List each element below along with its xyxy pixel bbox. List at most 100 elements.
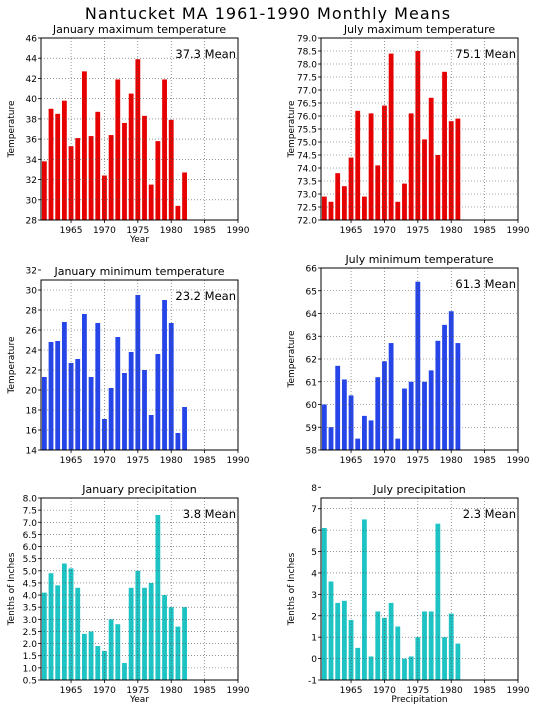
ytick-label: 0 xyxy=(311,655,317,665)
bar-1967 xyxy=(362,415,367,451)
bar-1964 xyxy=(341,186,347,220)
plot-frame xyxy=(40,279,239,451)
xtick-label: 1965 xyxy=(60,686,83,696)
bar-1972 xyxy=(395,201,401,220)
bar-1976 xyxy=(422,381,427,450)
bar-1976 xyxy=(142,115,147,220)
xtick-label: 1965 xyxy=(60,456,83,466)
bar-1964 xyxy=(61,100,67,220)
xtick-label: 1990 xyxy=(227,456,250,466)
ytick-label: 79.0 xyxy=(297,35,317,45)
ytick-label: 30 xyxy=(26,287,38,297)
bar-1973 xyxy=(122,373,127,450)
bar-1978 xyxy=(155,141,161,220)
bar-1976 xyxy=(422,139,427,220)
ylabel: Temperature xyxy=(7,100,17,158)
bar-1974 xyxy=(408,656,414,680)
bar-1971 xyxy=(108,619,114,680)
bar-1977 xyxy=(428,97,434,220)
xtick-label: 1990 xyxy=(507,456,530,466)
bar-1973 xyxy=(402,388,407,450)
bar-1972 xyxy=(115,624,121,680)
bar-1968 xyxy=(88,377,94,450)
plot-frame xyxy=(40,497,239,681)
bar-1966 xyxy=(75,587,81,680)
ytick-label: 5.5 xyxy=(23,555,37,565)
bar-1961 xyxy=(321,527,327,680)
bar-1969 xyxy=(375,165,381,220)
bar-1977 xyxy=(428,370,434,451)
bar-1975 xyxy=(415,281,421,450)
ytick-label: 60 xyxy=(306,401,318,411)
bar-1981 xyxy=(455,643,461,680)
xtick-label: 1980 xyxy=(160,456,183,466)
bar-1979 xyxy=(162,300,167,450)
ytick-label: 78.0 xyxy=(297,61,317,71)
bar-1975 xyxy=(135,295,141,450)
ytick-label: 75.0 xyxy=(297,139,317,149)
bar-1970 xyxy=(382,105,387,220)
chart-1: 28 30 32 34 36 38 40 42 44 46 1965 1970 1975 1980 1985… xyxy=(7,23,250,245)
ytick-label: 74.0 xyxy=(297,165,317,175)
ytick-label: 4 xyxy=(311,569,317,579)
ytick-label: 6.5 xyxy=(23,531,37,541)
ytick-label: 72.5 xyxy=(297,204,317,214)
bar-1974 xyxy=(408,381,414,450)
xtick-label: 1970 xyxy=(93,456,116,466)
bar-1974 xyxy=(128,93,134,220)
ytick-label: 6.0 xyxy=(23,543,38,553)
bar-1979 xyxy=(442,324,447,451)
bar-1962 xyxy=(48,573,54,680)
ytick-label: 64 xyxy=(306,310,318,320)
bar-1966 xyxy=(75,138,81,220)
ytick-label: 73.0 xyxy=(297,191,317,201)
bar-1977 xyxy=(428,611,434,680)
ytick-label: 20 xyxy=(26,387,38,397)
ytick-label: -1 xyxy=(308,677,317,687)
xtick-label: 1985 xyxy=(193,456,216,466)
mean-label: 75.1 Mean xyxy=(455,47,516,61)
ytick-label: 32 xyxy=(26,176,37,186)
chart-5: 0.5 1.0 1.5 2.0 2.5 3.0 3.5 4.0 4.5 5.0 5.5 6.0 6.5 7… xyxy=(7,483,250,705)
ytick-label: 76.5 xyxy=(297,100,317,110)
xtick-label: 1985 xyxy=(193,226,216,236)
chart-title: July minimum temperature xyxy=(344,253,493,266)
ytick-label: 65 xyxy=(306,287,317,297)
bar-1971 xyxy=(388,53,394,220)
xtick-label: 1965 xyxy=(340,226,363,236)
chart-4: 58 59 60 61 62 63 64 65 66 1965 1970 1975 1980 1985 19… xyxy=(287,253,530,466)
ytick-label: 58 xyxy=(306,447,318,457)
bar-1978 xyxy=(155,354,161,450)
bar-1969 xyxy=(375,377,381,450)
bar-1967 xyxy=(82,314,87,450)
chart-3: 14 16 18 20 22 24 26 28 30 32 1965 1970 1975 1980 1985… xyxy=(7,265,250,466)
bar-1981 xyxy=(175,433,181,450)
ylabel: Temperature xyxy=(287,330,297,388)
ytick-label: 36 xyxy=(26,136,38,146)
xlabel: Year xyxy=(129,695,149,705)
bar-1971 xyxy=(108,135,114,220)
plot-frame xyxy=(320,267,519,451)
bar-1963 xyxy=(55,113,61,220)
bar-1972 xyxy=(395,438,401,451)
xtick-label: 1980 xyxy=(440,226,463,236)
xtick-label: 1965 xyxy=(60,226,83,236)
ytick-label: 16 xyxy=(26,427,38,437)
chart-6: -1 0 1 2 3 4 5 6 7 8 1965 1970 1975 1980 1985 1990 July … xyxy=(287,483,530,705)
ytick-label: 7.5 xyxy=(23,507,37,517)
ytick-label: 2 xyxy=(311,612,317,622)
bar-1967 xyxy=(362,519,367,680)
mean-label: 23.2 Mean xyxy=(175,289,236,303)
ytick-label: 30 xyxy=(26,196,38,206)
bar-1967 xyxy=(362,196,367,220)
ytick-label: 77.5 xyxy=(297,74,317,84)
bar-1964 xyxy=(341,600,347,680)
bar-1978 xyxy=(435,340,441,450)
xtick-label: 1970 xyxy=(373,226,396,236)
chart-title: July precipitation xyxy=(372,483,466,496)
ytick-label: 14 xyxy=(26,447,38,457)
xtick-label: 1985 xyxy=(473,226,496,236)
ytick-label: 44 xyxy=(26,55,38,65)
bar-1973 xyxy=(122,663,127,680)
bar-1978 xyxy=(435,155,441,220)
